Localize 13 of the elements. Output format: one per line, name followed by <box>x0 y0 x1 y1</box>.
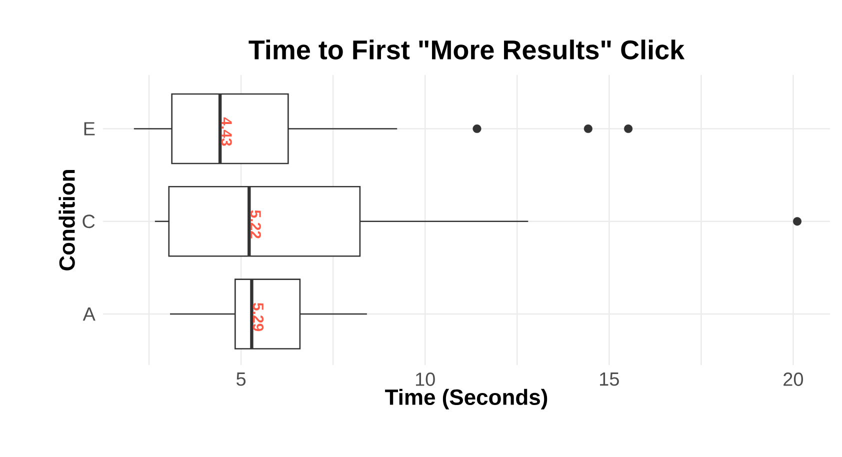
y-tick-label: C <box>82 214 95 228</box>
chart-title: Time to First "More Results" Click <box>248 40 685 60</box>
y-tick-label: E <box>84 122 95 136</box>
x-tick-label: 15 <box>600 372 619 386</box>
text: 4.43 <box>221 117 232 146</box>
y-axis-title: Condition <box>58 170 75 270</box>
y-tick-label: A <box>82 308 96 321</box>
text: 5.29 <box>252 302 264 332</box>
text: 5.22 <box>250 210 261 238</box>
x-tick-label: 20 <box>784 372 804 386</box>
x-tick-label: 5 <box>236 372 246 386</box>
x-axis-title: Time (Seconds) <box>385 388 548 410</box>
x-tick-label: 10 <box>416 372 435 386</box>
